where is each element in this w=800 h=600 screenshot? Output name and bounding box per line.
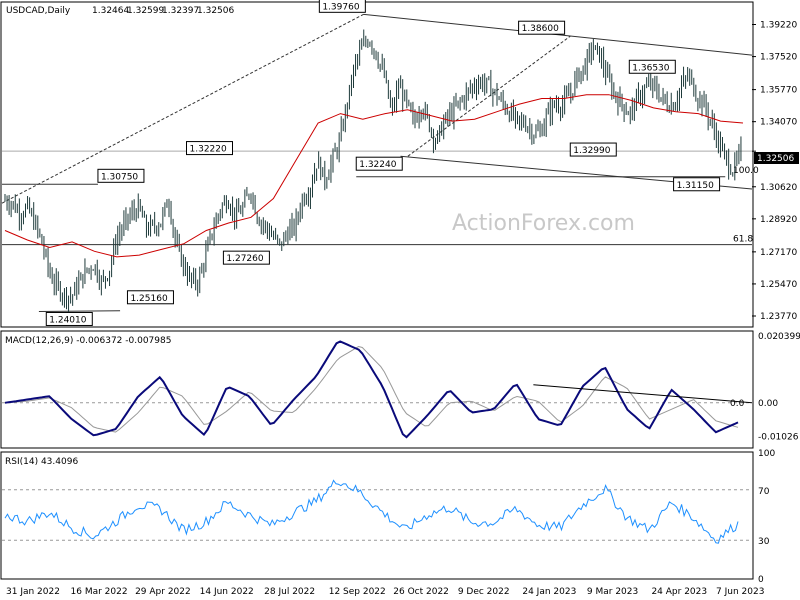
macd-zero-label: 0.0	[730, 399, 745, 409]
ohlc-low: 1.32397	[162, 6, 199, 16]
rsi-path	[4, 479, 739, 544]
price-label-box	[673, 177, 721, 192]
price-tick-label: 1.30620	[760, 183, 797, 193]
x-tick-label: 9 Dec 2022	[458, 587, 510, 597]
macd-tick-label: 0.020399	[758, 332, 800, 342]
price-label: 1.31150	[677, 181, 714, 191]
price-label-box	[97, 168, 145, 183]
x-tick-label: 14 Jun 2022	[200, 587, 254, 597]
price-tick-label: 1.28920	[760, 215, 797, 225]
price-label: 1.25160	[130, 294, 167, 304]
price-label-box	[518, 20, 566, 35]
x-tick-label: 24 Jan 2023	[522, 587, 576, 597]
chart-title: USDCAD,Daily	[6, 6, 71, 16]
price-label: 1.39760	[322, 2, 359, 12]
price-tick-label: 1.37520	[760, 53, 797, 63]
x-tick-label: 12 Sep 2022	[329, 587, 386, 597]
price-label-box	[569, 142, 617, 157]
axis-ticks: 31 Jan 2022 16 Mar 2022 29 Apr 2022 14 Jun …	[6, 21, 800, 597]
ohlc-high: 1.32599	[127, 6, 164, 16]
price-label: 1.32220	[190, 145, 227, 155]
ohlc-open: 1.32464	[92, 6, 129, 16]
macd-panel	[0, 330, 754, 449]
macd-title: MACD(12,26,9) -0.006372 -0.007985	[5, 336, 171, 346]
price-label: 1.38600	[522, 24, 559, 34]
current-price-label: 1.32506	[757, 154, 794, 164]
price-label-box	[222, 250, 270, 265]
moving-average-line	[4, 94, 744, 258]
dashed-channel-line	[407, 35, 571, 157]
macd-trendline	[533, 384, 753, 404]
rsi-line	[4, 479, 739, 544]
x-tick-label: 9 Mar 2023	[587, 587, 638, 597]
price-tick-label: 1.27170	[760, 248, 797, 258]
rsi-tick-label: 30	[758, 537, 770, 547]
rsi-tick-label: 0	[758, 575, 764, 585]
price-label-box	[126, 290, 174, 305]
price-panel	[0, 1, 754, 328]
macd-main-line	[4, 340, 739, 439]
price-labels: 1.39760 1.38600 1.36530 1.32220 1.32240 1.329…	[45, 0, 721, 326]
watermark: ActionForex.com	[452, 211, 635, 236]
x-tick-label: 26 Oct 2022	[393, 587, 449, 597]
x-tick-label: 7 Jun 2023	[716, 587, 764, 597]
x-tick-label: 28 Jul 2022	[264, 587, 315, 597]
candle-series	[4, 29, 742, 314]
x-tick-label: 24 Apr 2023	[651, 587, 707, 597]
price-tick-label: 1.35770	[760, 86, 797, 96]
x-tick-label: 16 Mar 2022	[71, 587, 128, 597]
rsi-tick-label: 70	[758, 487, 770, 497]
gridlines: 61.8	[2, 150, 753, 541]
price-tick-label: 1.23770	[760, 312, 797, 322]
ohlc-close: 1.32506	[197, 6, 234, 16]
macd-lines	[4, 340, 753, 439]
price-label-box	[186, 141, 233, 156]
rsi-tick-label: 100	[758, 449, 775, 459]
rsi-title: RSI(14) 43.4096	[5, 457, 78, 467]
current-price-tag	[754, 152, 799, 164]
price-label: 1.30750	[101, 172, 138, 182]
macd-tick-label: 0.00	[758, 399, 778, 409]
rsi-panel	[0, 451, 754, 580]
price-label-box	[318, 0, 366, 13]
price-label-box	[45, 311, 93, 326]
price-label: 1.36530	[632, 63, 669, 73]
fib-61-8-label: 61.8	[733, 235, 753, 245]
macd-signal-line	[4, 345, 739, 433]
price-label-box	[628, 59, 676, 74]
x-tick-label: 31 Jan 2022	[6, 587, 60, 597]
price-label-box	[355, 156, 403, 171]
price-label: 1.32240	[359, 160, 396, 170]
price-tick-label: 1.25470	[760, 280, 797, 290]
low-line	[38, 310, 121, 312]
price-tick-label: 1.39220	[760, 21, 797, 31]
price-tick-label: 1.34070	[760, 118, 797, 128]
macd-tick-label: -0.01026	[758, 432, 799, 442]
dashed-trendline	[1, 13, 364, 204]
x-tick-label: 29 Apr 2022	[135, 587, 191, 597]
price-label: 1.32990	[573, 146, 610, 156]
moving-average-path	[4, 94, 744, 258]
price-label: 1.24010	[49, 315, 86, 325]
fib-100-label: 100.0	[733, 166, 759, 176]
price-label: 1.27260	[226, 254, 263, 264]
